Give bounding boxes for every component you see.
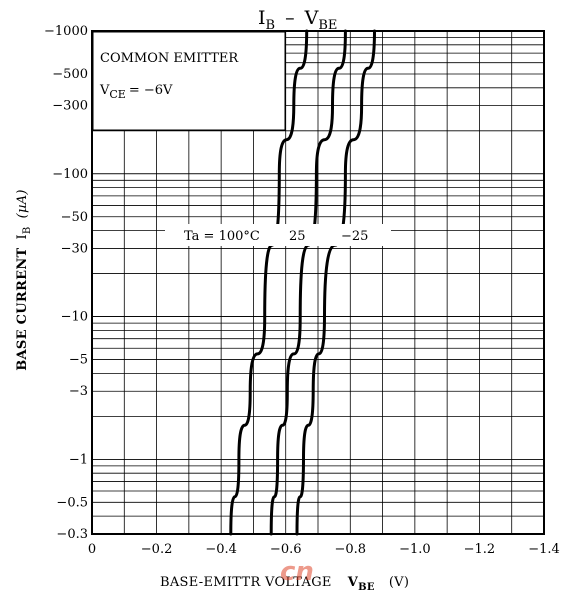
y-tick-label: −300	[52, 99, 88, 114]
curve-labels: Ta = 100°C 25 −25	[165, 224, 391, 246]
x-axis-title: BASE-EMITTR VOLTAGE VBE (V)	[160, 575, 409, 593]
y-tick-label: −500	[52, 67, 88, 82]
series-curve-1	[269, 29, 347, 536]
legend-vce: VCE = −6V	[99, 83, 173, 101]
curves	[229, 29, 376, 536]
y-tick-label: −50	[61, 210, 88, 225]
y-tick-labels: −0.3 −0.5 −1 −3 −5 −10 −30 −50 −100 −300 −500 −1000	[44, 24, 88, 542]
series-curve-0	[229, 29, 309, 536]
y-tick-label: −0.3	[56, 527, 88, 542]
y-tick-label: −30	[61, 241, 88, 256]
legend-box: COMMON EMITTER VCE = −6V	[92, 31, 286, 131]
series-label-minus25: −25	[341, 229, 368, 244]
legend-common-emitter: COMMON EMITTER	[100, 51, 239, 66]
y-tick-label: −0.5	[56, 495, 88, 510]
x-tick-label: −0.6	[270, 542, 302, 557]
x-tick-label: −1.0	[399, 542, 431, 557]
x-tick-label: −0.4	[205, 542, 237, 557]
x-tick-label: −0.2	[141, 542, 173, 557]
x-tick-label: −0.8	[334, 542, 366, 557]
y-tick-label: −5	[69, 353, 88, 368]
x-tick-label: 0	[88, 542, 96, 557]
x-tick-label: −1.2	[464, 542, 496, 557]
x-tick-labels: 0 −0.2 −0.4 −0.6 −0.8 −1.0 −1.2 −1.4	[88, 542, 560, 557]
y-tick-label: −1000	[44, 24, 88, 39]
plot-frame	[91, 30, 545, 535]
y-tick-label: −100	[52, 167, 88, 182]
y-tick-label: −10	[61, 310, 88, 325]
y-tick-label: −3	[69, 384, 88, 399]
y-axis-title: BASE CURRENTIB(µA)	[15, 189, 33, 371]
annotation-ta: Ta = 100°C	[184, 229, 260, 244]
series-curve-2	[295, 29, 376, 536]
watermark: cn	[280, 557, 314, 587]
series-label-25: 25	[289, 229, 306, 244]
y-tick-label: −1	[69, 452, 88, 467]
x-tick-label: −1.4	[528, 542, 560, 557]
chart-title: IB – VBE	[258, 7, 337, 33]
